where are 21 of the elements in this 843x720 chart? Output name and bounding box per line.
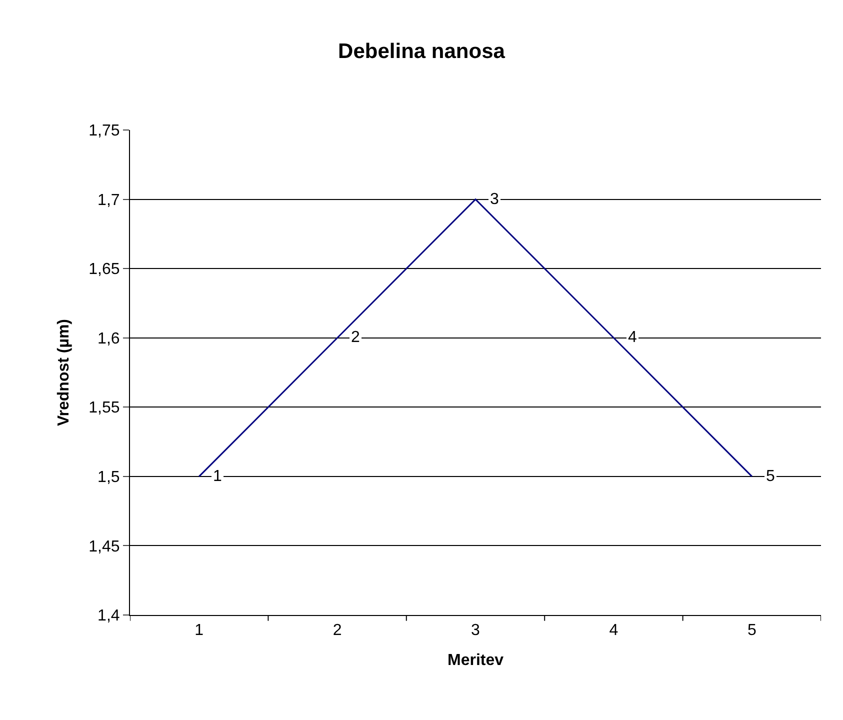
x-tick-label: 4 — [609, 622, 618, 640]
x-tick-label: 1 — [194, 622, 204, 640]
y-tick-label: 1,45 — [88, 538, 120, 556]
y-tick-label: 1,55 — [88, 400, 120, 417]
y-tick-label: 1,5 — [98, 469, 120, 486]
x-axis-title: Meritev — [447, 652, 504, 669]
y-tick-label: 1,75 — [88, 122, 120, 140]
y-tick-label: 1,6 — [98, 330, 120, 348]
x-tick-label: 3 — [471, 622, 480, 640]
y-tick-label: 1,4 — [98, 608, 120, 625]
x-tick-label: 2 — [332, 622, 342, 640]
annotation: 4 — [628, 329, 637, 346]
y-tick-label: 1,65 — [88, 261, 120, 278]
y-axis-title: Vrednost (µm) — [56, 318, 73, 426]
annotation: 5 — [766, 468, 775, 485]
annotation: 2 — [351, 329, 360, 346]
y-tick-label: 1,7 — [98, 192, 120, 209]
annotation: 3 — [490, 191, 499, 208]
annotation: 1 — [213, 468, 222, 485]
chart-title: Debelina nanosa — [338, 40, 506, 63]
x-tick-label: 5 — [747, 622, 756, 640]
